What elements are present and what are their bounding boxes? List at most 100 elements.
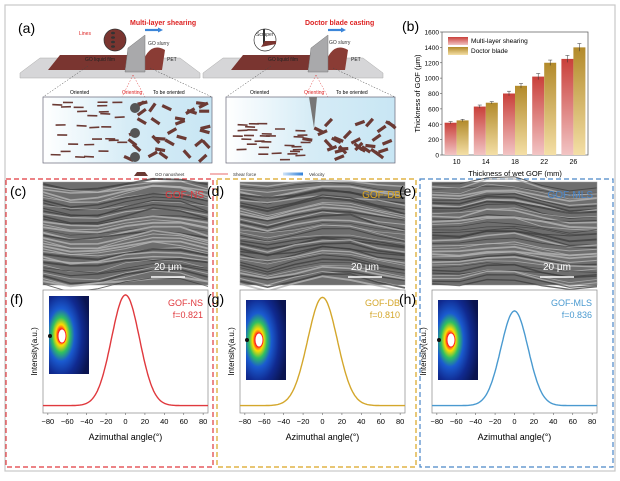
go-nanosheet <box>151 134 161 145</box>
go-nanosheet <box>150 117 161 126</box>
go-nanosheet <box>302 136 313 142</box>
slurry-label-right: GO slurry <box>329 40 351 46</box>
go-slurry <box>323 47 348 70</box>
go-nanosheet <box>158 151 169 160</box>
x-tick-label: −20 <box>297 417 310 426</box>
sem-layer-stripe <box>239 194 406 211</box>
go-nanosheet <box>381 138 393 146</box>
y-tick-label: 800 <box>428 91 439 98</box>
x-axis-label: Azimuthal angle(°) <box>286 432 360 442</box>
sem-layer-stripe <box>42 240 209 253</box>
sem-layer-stripe <box>431 274 598 288</box>
go-nanosheet <box>182 149 192 159</box>
y-axis-label: Thickness of GOF (μm) <box>413 54 422 133</box>
sem-layer-stripe <box>239 209 406 222</box>
sem-layer-stripe <box>239 196 406 216</box>
shearing-line <box>111 45 115 48</box>
go-nanosheet <box>174 116 186 122</box>
blade-tip <box>309 97 317 128</box>
go-slurry <box>140 47 165 70</box>
bar-doctor-blade <box>515 85 527 155</box>
go-nanosheet <box>97 101 108 104</box>
go-nanosheet <box>364 117 375 128</box>
sem-layer-stripe <box>42 215 209 227</box>
waxs-pattern-inset <box>246 300 286 380</box>
go-nanosheet <box>164 138 175 147</box>
sem-sample-label: GOF-DB <box>362 190 401 201</box>
sem-layer-stripe <box>431 216 598 229</box>
error-bar <box>460 119 465 122</box>
x-tick-label: −80 <box>41 417 54 426</box>
go-nanosheet <box>60 150 71 153</box>
go-nanosheet <box>374 150 385 160</box>
orientation-factor: f=0.821 <box>173 310 203 320</box>
sem-layer-stripe <box>42 265 209 277</box>
go-nanosheet <box>385 120 396 128</box>
sem-layer-stripe <box>431 191 598 206</box>
sem-layer-stripe <box>431 207 598 219</box>
shearing-line-rod <box>130 152 140 162</box>
sem-layer-stripe <box>239 252 406 266</box>
y-tick-label: 0 <box>435 153 439 160</box>
panel-label-a: (a) <box>18 20 35 36</box>
sem-layer-stripe <box>431 193 598 209</box>
x-tick-label: −40 <box>80 417 93 426</box>
sem-layer-stripe <box>239 261 406 275</box>
shearing-line <box>111 31 115 35</box>
bar-multi-layer-shearing <box>561 58 574 155</box>
bar-multi-layer-shearing <box>532 76 545 155</box>
error-bar <box>507 90 511 96</box>
go-nanosheet <box>237 129 248 132</box>
x-axis-label: Azimuthal angle(°) <box>89 432 163 442</box>
go-nanosheet <box>154 147 166 153</box>
x-tick-label: 0 <box>123 417 127 426</box>
panel-label-e: (e) <box>399 183 416 199</box>
go-nanosheet <box>292 148 303 151</box>
sem-layer-stripe <box>431 189 598 202</box>
shearing-line <box>111 36 115 39</box>
go-nanosheet <box>350 137 362 145</box>
go-nanosheet <box>62 101 73 104</box>
bar-doctor-blade <box>456 120 469 155</box>
film-cross-section <box>261 41 276 47</box>
legend-swatch <box>448 47 468 55</box>
go-nanosheet <box>293 135 304 138</box>
bar-doctor-blade <box>485 102 498 155</box>
sem-layer-stripe <box>42 258 209 267</box>
sample-label: GOF-NS <box>168 298 203 308</box>
error-bar <box>477 104 482 109</box>
sem-layer-stripe <box>239 222 406 233</box>
sem-layer-stripe <box>431 217 598 231</box>
sem-layer-stripe <box>431 230 598 246</box>
go-nanosheet <box>97 104 108 107</box>
error-bar <box>448 121 453 124</box>
shearing-line <box>111 40 115 44</box>
sem-layer-stripe <box>239 239 406 253</box>
sem-layer-stripe <box>42 263 209 274</box>
shearing-line-rod <box>130 103 140 113</box>
sem-layer-stripe <box>239 188 406 199</box>
scraper <box>307 34 329 73</box>
x-tick-label: −80 <box>430 417 443 426</box>
legend-velocity: Velocity <box>309 172 325 177</box>
go-nanosheet <box>114 116 125 119</box>
sem-layer-stripe <box>431 237 598 249</box>
sem-layer-stripe <box>431 176 598 192</box>
bar-multi-layer-shearing <box>473 106 486 155</box>
multi-layer-shearing-schematic <box>19 27 213 164</box>
sem-layer-stripe <box>239 203 406 219</box>
go-nanosheet <box>100 112 111 115</box>
sem-layer-stripe <box>42 236 209 250</box>
x-tick-label: −60 <box>61 417 74 426</box>
go-nanosheet <box>98 150 109 153</box>
go-nanosheet <box>236 148 247 151</box>
go-nanosheet <box>323 138 333 149</box>
x-tick-label: −40 <box>469 417 482 426</box>
sem-layer-stripe <box>239 236 406 247</box>
x-tick-label: 20 <box>141 417 149 426</box>
orienting-guide-lines <box>121 74 146 98</box>
go-nanosheet <box>112 101 123 104</box>
go-nanosheet <box>297 134 308 137</box>
sem-layer-stripe <box>42 207 209 224</box>
